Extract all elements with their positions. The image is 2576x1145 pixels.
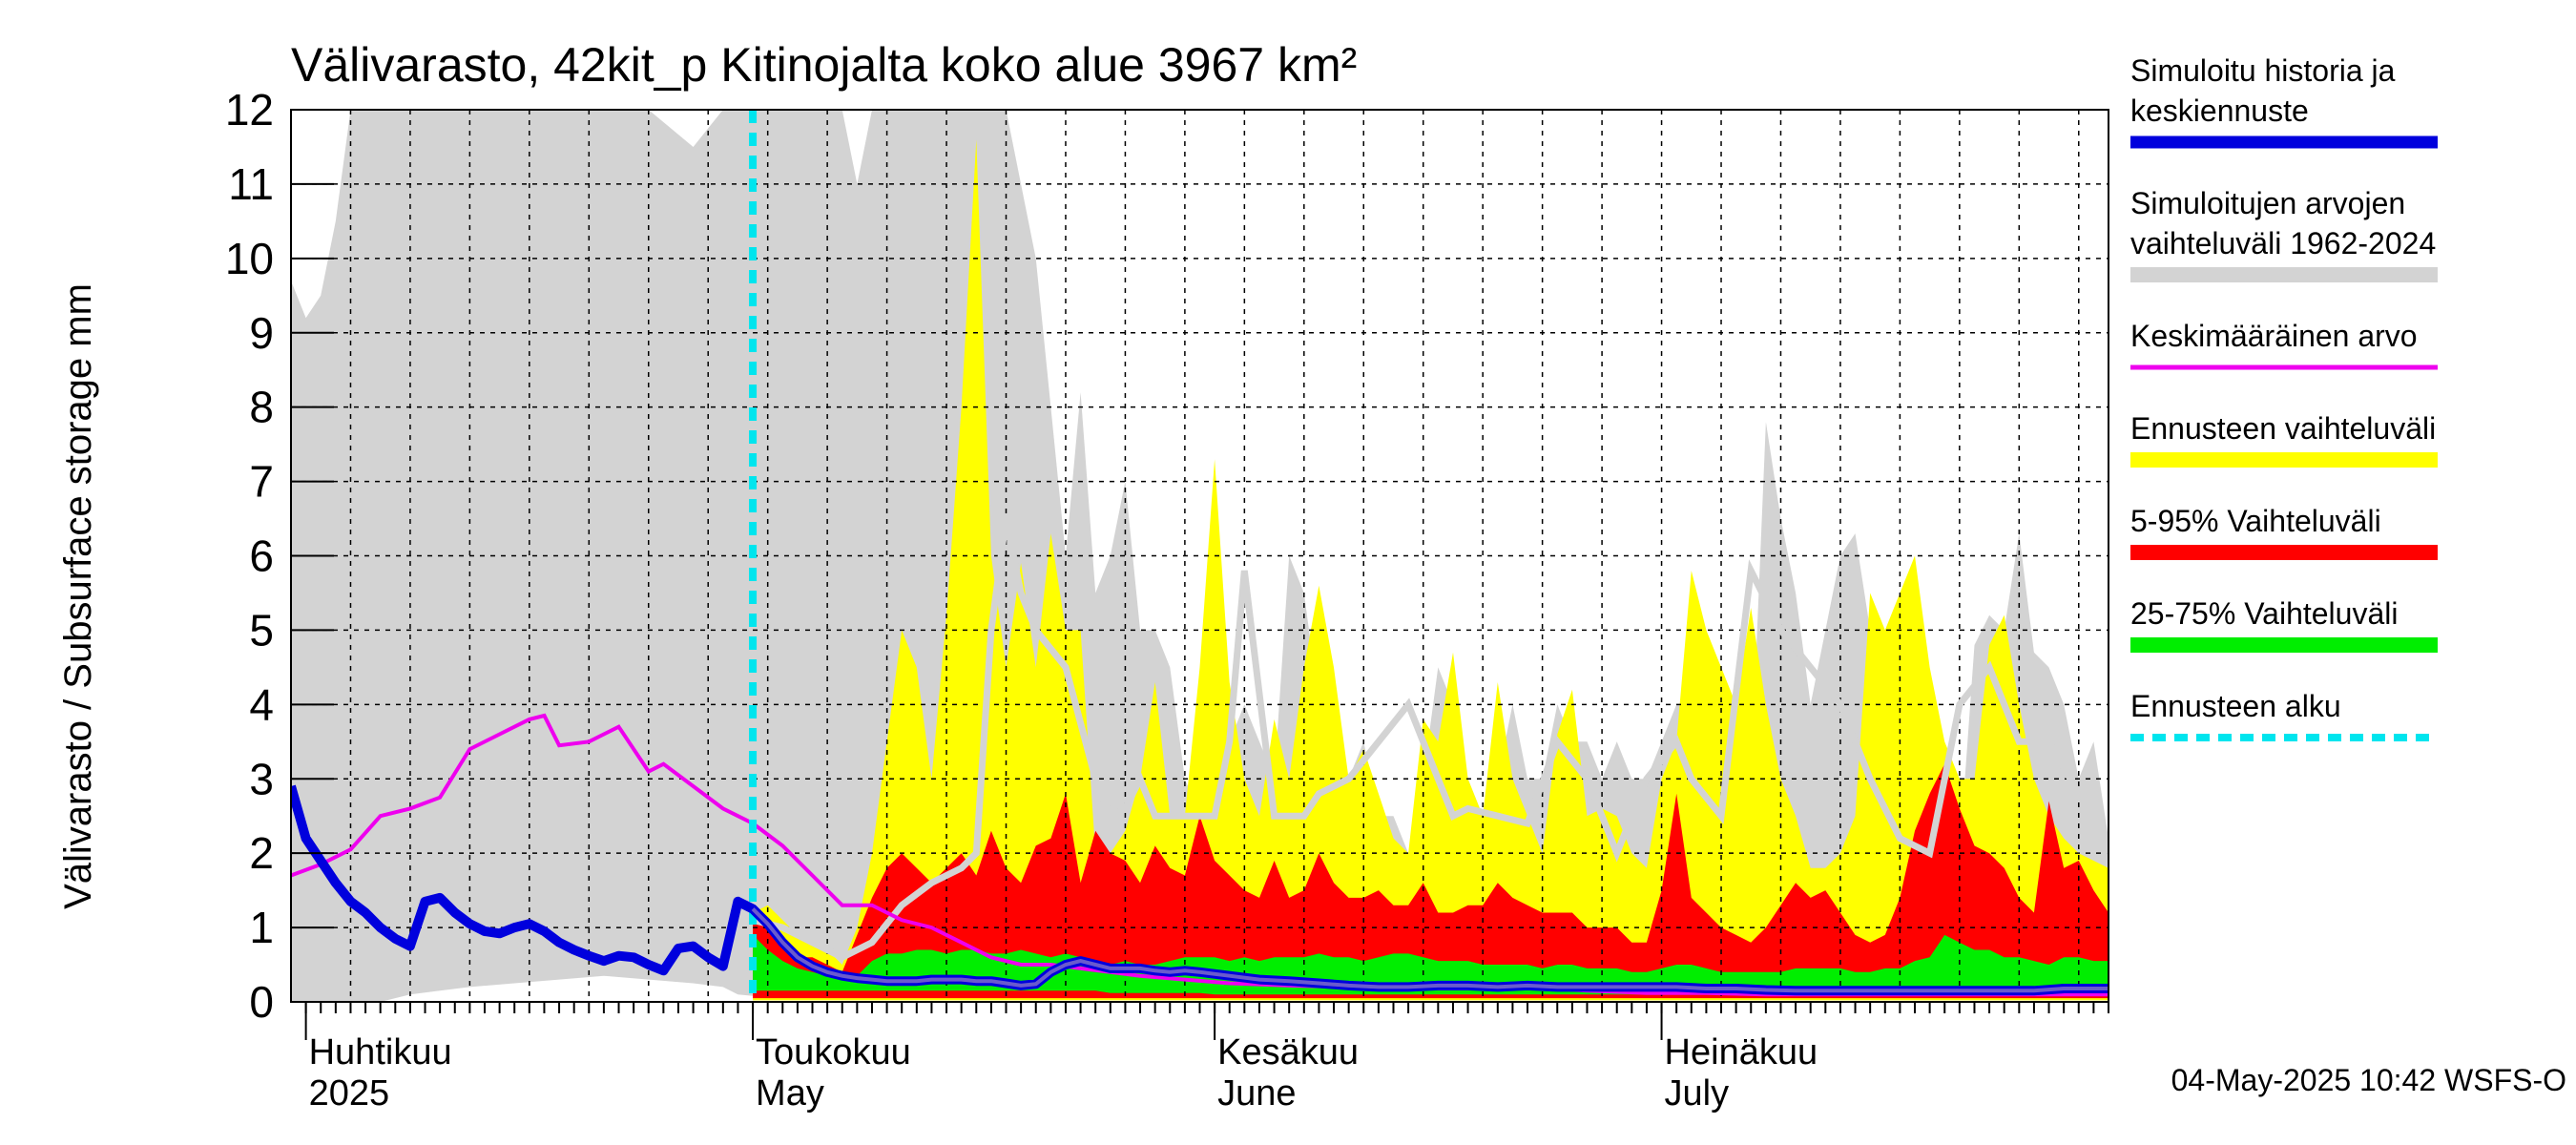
x-month-sublabel: May [756, 1073, 824, 1114]
grid-lines [291, 110, 2109, 1002]
legend-label: Simuloitu historia ja [2130, 53, 2396, 88]
footer-timestamp: 04-May-2025 10:42 WSFS-O [2171, 1063, 2566, 1097]
legend-label: vaihteluväli 1962-2024 [2130, 226, 2436, 260]
y-tick-label: 10 [225, 234, 274, 283]
x-month-sublabel: July [1665, 1073, 1730, 1114]
legend-label: Ennusteen alku [2130, 689, 2341, 723]
range-25-75-band [753, 934, 2109, 995]
y-tick-label: 0 [249, 977, 274, 1027]
y-tick-label: 8 [249, 383, 274, 432]
legend-label: keskiennuste [2130, 94, 2309, 128]
x-month-label: Heinäkuu [1665, 1032, 1818, 1072]
x-month-label: Huhtikuu [309, 1032, 452, 1072]
plot-area [291, 110, 2109, 1002]
x-month-label: Kesäkuu [1217, 1032, 1359, 1072]
legend-label: 25-75% Vaihteluväli [2130, 596, 2398, 631]
legend-label: Keskimääräinen arvo [2130, 319, 2418, 353]
simulated-forecast-line [751, 907, 2109, 993]
x-month-label: Toukokuu [756, 1032, 911, 1072]
y-tick-label: 5 [249, 605, 274, 655]
y-tick-label: 6 [249, 531, 274, 581]
y-tick-label: 11 [228, 159, 274, 209]
y-tick-label: 2 [249, 828, 274, 878]
y-tick-label: 12 [225, 85, 274, 135]
chart-title: Välivarasto, 42kit_p Kitinojalta koko al… [291, 38, 1357, 92]
historical-median-line [752, 517, 2109, 962]
legend-label: Simuloitujen arvojen [2130, 186, 2405, 220]
x-month-sublabel: 2025 [309, 1073, 390, 1114]
legend-label: Ennusteen vaihteluväli [2130, 411, 2436, 446]
range-5-95-band [753, 763, 2109, 999]
mean-line [291, 713, 2109, 997]
legend-label: 5-95% Vaihteluväli [2130, 504, 2381, 538]
y-tick-label: 4 [249, 679, 274, 729]
x-month-sublabel: June [1217, 1073, 1296, 1114]
legend: Simuloitu historia ja keskiennuste Simuloi… [2130, 53, 2438, 741]
y-tick-label: 3 [249, 754, 274, 803]
y-tick-label: 9 [249, 308, 274, 358]
y-tick-label: 7 [249, 457, 274, 507]
forecast-range-band [753, 139, 2109, 1001]
y-tick-label: 1 [249, 903, 274, 952]
y-axis-label: Välivarasto / Subsurface storage mm [57, 283, 99, 909]
